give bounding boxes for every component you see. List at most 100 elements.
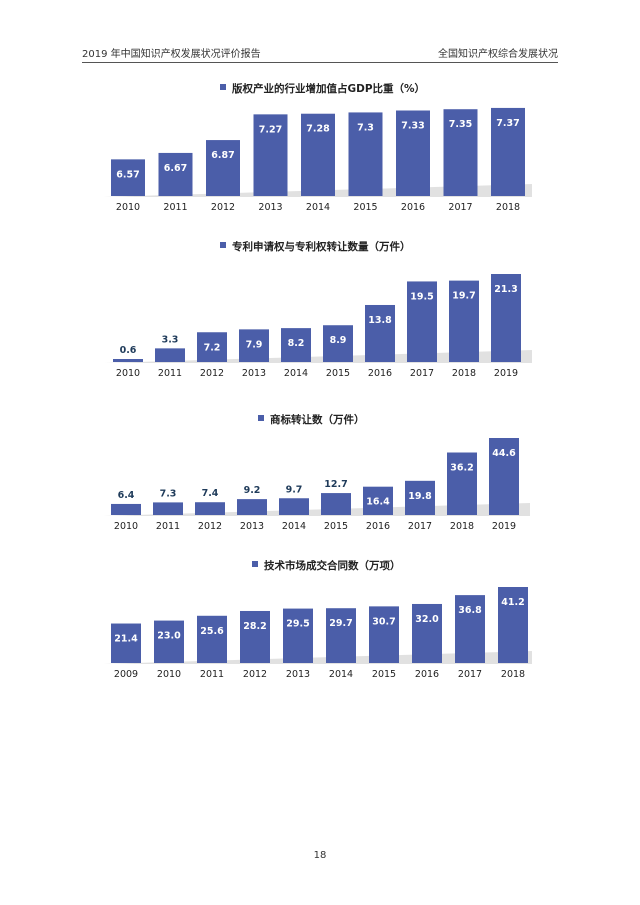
category-label: 2017 <box>448 202 472 213</box>
value-label: 7.3 <box>357 122 374 133</box>
value-label: 21.3 <box>494 284 517 295</box>
bar <box>283 608 313 663</box>
bar <box>323 325 353 362</box>
value-label: 6.57 <box>116 169 139 180</box>
category-label: 2018 <box>496 202 520 213</box>
category-label: 2011 <box>200 669 224 680</box>
value-label: 28.2 <box>243 621 266 632</box>
bar <box>197 332 227 362</box>
value-label: 8.2 <box>288 338 305 349</box>
value-label: 12.7 <box>324 479 347 490</box>
bar <box>253 114 288 196</box>
category-label: 2011 <box>156 521 180 532</box>
category-label: 2015 <box>353 202 377 213</box>
bar <box>405 480 435 515</box>
value-label: 29.7 <box>329 618 352 629</box>
bar <box>206 140 240 196</box>
chart-tech-market-contracts: 技术市场成交合同数（万项） 21.4 2009 23.0 2010 25.6 2011 28.… <box>0 557 640 687</box>
bar <box>240 610 270 663</box>
bar <box>279 498 309 515</box>
chart-trademark-transfers: 商标转让数（万件） 6.4 2010 7.3 2011 7.4 2012 9.2 2013 9.7… <box>0 410 640 538</box>
category-label: 2017 <box>410 368 434 379</box>
bar <box>363 486 393 515</box>
bar <box>195 502 225 515</box>
value-label: 9.7 <box>286 484 303 495</box>
value-label: 6.67 <box>164 163 187 174</box>
chart-0-svg: 版权产业的行业增加值占GDP比重（%） 6.57 2010 6.67 2011 6.87 2… <box>103 82 532 213</box>
value-label: 7.4 <box>202 488 219 499</box>
category-label: 2019 <box>494 368 518 379</box>
category-label: 2015 <box>372 669 396 680</box>
chart-title: 版权产业的行业增加值占GDP比重（%） <box>232 82 425 95</box>
value-label: 7.3 <box>160 488 177 499</box>
category-label: 2013 <box>240 521 264 532</box>
value-label: 44.6 <box>492 448 516 459</box>
value-label: 6.87 <box>211 150 234 161</box>
value-label: 7.28 <box>306 124 330 135</box>
value-label: 36.2 <box>450 463 473 474</box>
bar <box>113 359 143 362</box>
category-label: 2012 <box>243 669 267 680</box>
bar <box>281 328 311 362</box>
header-section-title: 全国知识产权综合发展状况 <box>438 49 558 60</box>
category-label: 2016 <box>401 202 425 213</box>
category-label: 2018 <box>501 669 525 680</box>
chart-patent-transfers: 专利申请权与专利权转让数量（万件） 0.6 2010 3.3 2011 7.2 2012 7.… <box>0 236 640 384</box>
bar <box>153 502 183 515</box>
bar <box>348 112 383 196</box>
category-label: 2012 <box>200 368 224 379</box>
category-label: 2016 <box>366 521 390 532</box>
bar <box>239 329 269 362</box>
value-label: 0.6 <box>120 345 137 356</box>
bar <box>412 603 442 663</box>
category-label: 2010 <box>116 368 140 379</box>
category-label: 2014 <box>329 669 353 680</box>
category-label: 2014 <box>284 368 308 379</box>
bar <box>455 595 485 663</box>
category-label: 2012 <box>211 202 235 213</box>
value-label: 23.0 <box>157 631 181 642</box>
value-label: 21.4 <box>114 634 138 645</box>
bar <box>449 280 479 362</box>
category-label: 2015 <box>326 368 350 379</box>
value-label: 19.8 <box>408 491 432 502</box>
value-label: 7.27 <box>259 124 282 135</box>
legend-marker <box>258 415 264 421</box>
category-label: 2017 <box>408 521 432 532</box>
value-label: 41.2 <box>501 597 524 608</box>
bar <box>154 620 184 663</box>
category-label: 2010 <box>157 669 181 680</box>
chart-copyright-gdp-share: 版权产业的行业增加值占GDP比重（%） 6.57 2010 6.67 2011 6.87 2… <box>0 78 640 218</box>
value-label: 7.9 <box>246 339 263 350</box>
category-label: 2011 <box>158 368 182 379</box>
category-label: 2013 <box>258 202 282 213</box>
value-label: 19.5 <box>410 291 433 302</box>
chart-title: 专利申请权与专利权转让数量（万件） <box>232 240 411 253</box>
value-label: 8.9 <box>330 335 347 346</box>
bar <box>498 587 528 663</box>
category-label: 2009 <box>114 669 138 680</box>
bar <box>489 438 519 515</box>
category-label: 2018 <box>452 368 476 379</box>
value-label: 36.8 <box>458 605 482 616</box>
chart-2-svg: 商标转让数（万件） 6.4 2010 7.3 2011 7.4 2012 9.2 2013 9.7… <box>103 413 530 532</box>
header-report-title: 2019 年中国知识产权发展状况评价报告 <box>82 49 261 60</box>
bar <box>111 623 141 663</box>
category-label: 2010 <box>116 202 140 213</box>
category-label: 2014 <box>282 521 306 532</box>
category-label: 2017 <box>458 669 482 680</box>
category-label: 2016 <box>368 368 392 379</box>
chart-title: 商标转让数（万件） <box>270 413 365 426</box>
bar <box>491 107 525 196</box>
bar <box>197 615 227 663</box>
legend-marker <box>220 84 226 90</box>
bar <box>491 274 521 362</box>
value-label: 7.2 <box>204 342 221 353</box>
category-label: 2012 <box>198 521 222 532</box>
bar <box>155 348 185 362</box>
category-label: 2015 <box>324 521 348 532</box>
bar <box>396 110 430 196</box>
value-label: 19.7 <box>452 291 475 302</box>
page-header: 2019 年中国知识产权发展状况评价报告 全国知识产权综合发展状况 <box>82 40 558 63</box>
value-label: 9.2 <box>244 485 261 496</box>
